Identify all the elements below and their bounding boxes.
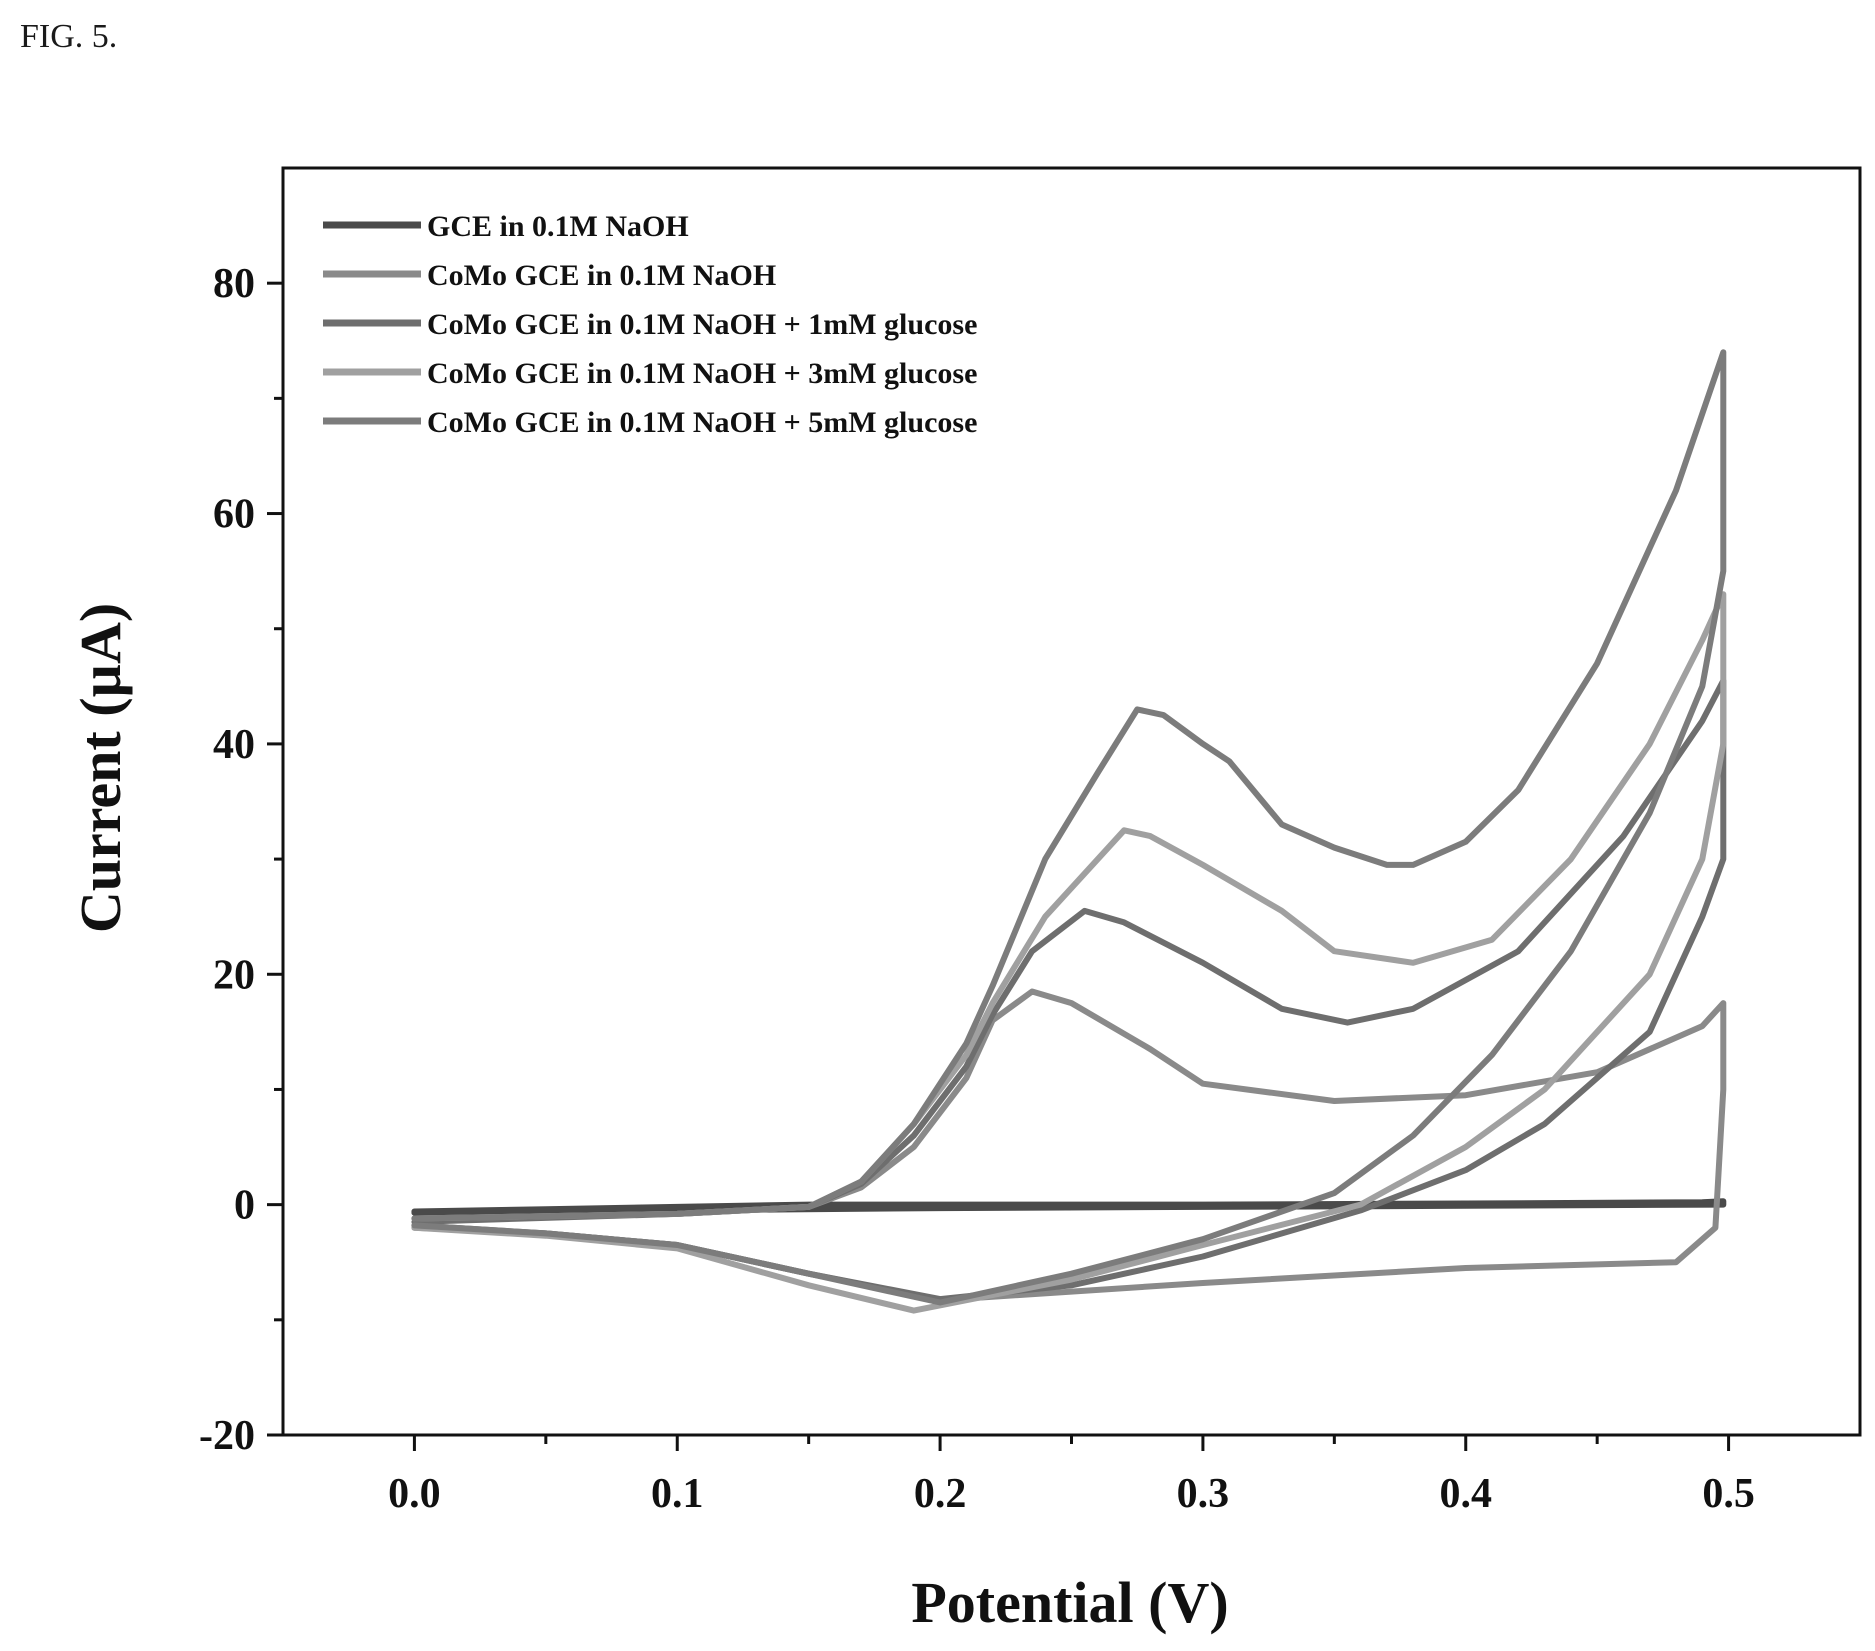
series-line-2	[411, 988, 1727, 1304]
axes: 0.0 0.1 0.2 0.3 0.4 0.5 -20 0 20 40 60 80	[199, 166, 1862, 1517]
series-line-3	[411, 677, 1727, 1303]
legend-label-4: CoMo GCE in 0.1M NaOH + 3mM glucose	[427, 357, 977, 390]
figure-label: FIG. 5.	[20, 18, 118, 55]
legend-label-1: GCE in 0.1M NaOH	[427, 210, 689, 243]
series-line-1	[411, 1198, 1727, 1216]
x-tick-label: 0.5	[1702, 1471, 1755, 1517]
y-tick-label: 0	[234, 1183, 255, 1229]
legend-label-3: CoMo GCE in 0.1M NaOH + 1mM glucose	[427, 308, 977, 341]
series-line-5	[411, 349, 1727, 1306]
legend: GCE in 0.1M NaOH CoMo GCE in 0.1M NaOH CoM…	[323, 210, 977, 439]
legend-label-2: CoMo GCE in 0.1M NaOH	[427, 259, 776, 292]
y-tick-label: -20	[199, 1413, 255, 1459]
x-tick-label: 0.1	[651, 1471, 704, 1517]
x-tick-label: 0.0	[388, 1471, 441, 1517]
x-tick-label: 0.4	[1440, 1471, 1493, 1517]
x-tick-label: 0.2	[914, 1471, 967, 1517]
legend-label-5: CoMo GCE in 0.1M NaOH + 5mM glucose	[427, 406, 977, 439]
series-line-4	[411, 591, 1727, 1314]
y-tick-label: 80	[213, 261, 255, 307]
plot-area	[411, 349, 1727, 1314]
y-axis-title: Current (µA)	[68, 603, 133, 933]
y-tick-label: 60	[213, 492, 255, 538]
x-tick-label: 0.3	[1177, 1471, 1230, 1517]
y-tick-label: 20	[213, 952, 255, 998]
x-axis-title: Potential (V)	[911, 1570, 1228, 1635]
y-tick-label: 40	[213, 722, 255, 768]
